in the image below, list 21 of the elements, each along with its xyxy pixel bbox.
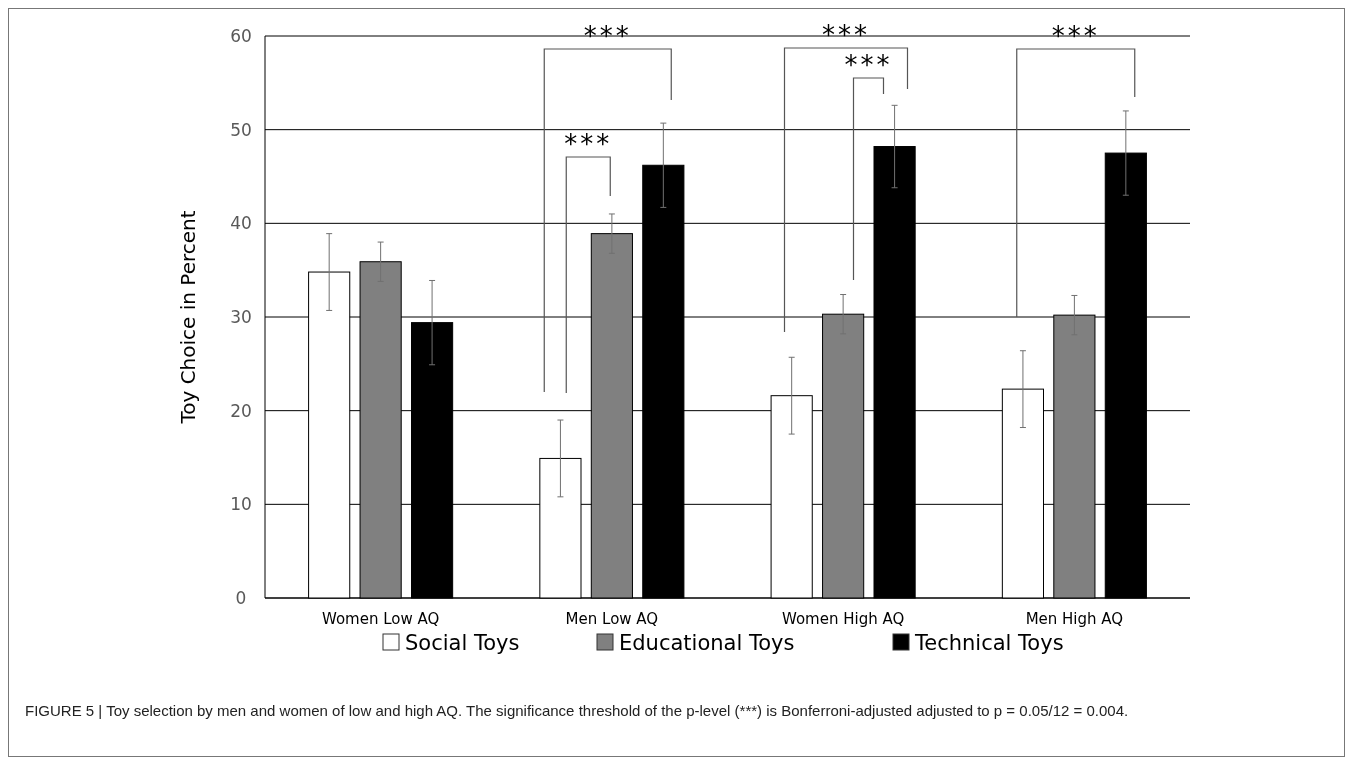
caption: FIGURE 5 | Toy selection by men and women of low and high AQ. The significance threshold of the p-level (***) is Bonferroni-adjusted adjusted to p = 0.05/12 = 0.004. [25,701,1130,721]
annotation: *** [822,20,870,50]
legend-label: Educational Toys [619,631,795,655]
y-tick-label: 0 [235,587,247,608]
legend-label: Technical Toys [914,631,1064,655]
annotation: *** [564,129,613,159]
x-tick-label: Women High AQ [781,610,905,628]
x-tick-label: Men Low AQ [565,610,659,628]
annotation: *** [844,50,893,80]
y-tick-label: 10 [230,494,252,515]
y-tick-label: 20 [230,400,252,421]
y-axis-title: Toy Choice in Percent [176,210,200,425]
x-tick-label: Men High AQ [1025,610,1124,628]
y-tick-label: 60 [230,25,252,46]
y-tick-label: 30 [230,306,252,327]
series-label: Social Toys [405,631,520,655]
x-tick-label: Women Low AQ [321,610,440,628]
annotation: *** [583,21,632,51]
annotation: *** [1051,21,1100,51]
y-tick-label: 50 [230,119,252,140]
y-tick-label: 40 [230,213,252,234]
